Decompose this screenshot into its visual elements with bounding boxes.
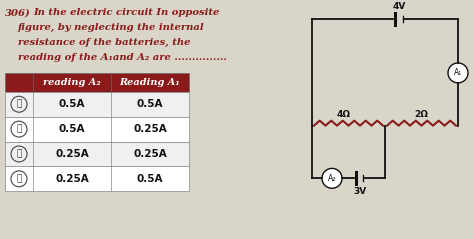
Text: figure, by neglecting the internal: figure, by neglecting the internal <box>18 23 205 32</box>
Text: Ⓒ: Ⓒ <box>16 149 22 158</box>
FancyBboxPatch shape <box>5 117 189 141</box>
Text: In the electric circuit In opposite: In the electric circuit In opposite <box>33 8 219 17</box>
Circle shape <box>448 63 468 83</box>
Text: 0.25A: 0.25A <box>55 149 89 159</box>
Text: 4Ω: 4Ω <box>337 110 350 119</box>
Text: Ⓑ: Ⓑ <box>16 125 22 134</box>
Text: 0.5A: 0.5A <box>59 99 85 109</box>
Text: Reading A₁: Reading A₁ <box>120 78 180 87</box>
Text: 0.5A: 0.5A <box>59 124 85 134</box>
Text: 306): 306) <box>5 8 31 17</box>
FancyBboxPatch shape <box>5 92 189 117</box>
Text: 0.25A: 0.25A <box>133 149 167 159</box>
Text: resistance of the batteries, the: resistance of the batteries, the <box>18 38 191 47</box>
Text: 4V: 4V <box>392 2 406 11</box>
Text: 0.25A: 0.25A <box>55 174 89 184</box>
FancyBboxPatch shape <box>5 166 189 191</box>
Text: 0.25A: 0.25A <box>133 124 167 134</box>
Text: Ⓐ: Ⓐ <box>16 100 22 109</box>
FancyBboxPatch shape <box>5 141 189 166</box>
Text: 0.5A: 0.5A <box>137 99 163 109</box>
Text: 3V: 3V <box>354 187 366 196</box>
Circle shape <box>322 168 342 188</box>
Text: A₂: A₂ <box>328 174 336 183</box>
Text: A₁: A₁ <box>454 68 462 77</box>
FancyBboxPatch shape <box>5 73 189 92</box>
Text: 2Ω: 2Ω <box>415 110 428 119</box>
Text: Ⓓ: Ⓓ <box>16 174 22 183</box>
Text: 0.5A: 0.5A <box>137 174 163 184</box>
Text: reading of the A₁and A₂ are ...............: reading of the A₁and A₂ are ............… <box>18 53 227 62</box>
Text: reading A₂: reading A₂ <box>43 78 101 87</box>
